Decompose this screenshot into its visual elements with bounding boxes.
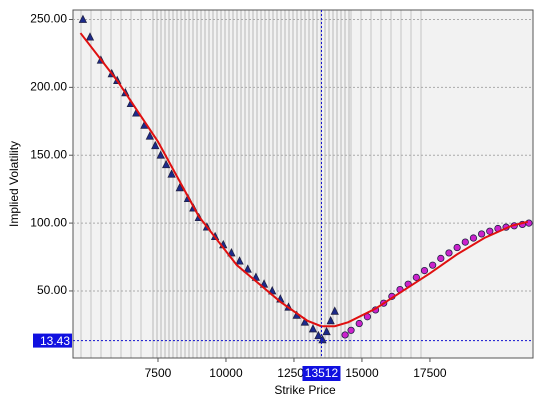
y-tick-label: 200.00 [30, 80, 67, 94]
y-axis-label: Implied Volatility [7, 141, 21, 227]
circle-point [461, 238, 469, 246]
triangle-point [326, 315, 335, 325]
triangle-point [243, 264, 252, 273]
circle-point [412, 273, 420, 281]
plot-border [72, 9, 534, 359]
circle-point [469, 234, 478, 242]
x-axis-label: Strike Price [274, 383, 336, 397]
triangle-point [175, 182, 184, 192]
fit-line [79, 32, 529, 328]
triangle-point [145, 131, 154, 140]
circle-point [341, 331, 349, 339]
circle-point [429, 261, 437, 269]
circle-point [478, 230, 486, 238]
triangle-point [318, 334, 327, 344]
circle-point [525, 219, 533, 227]
triangle-point [156, 150, 165, 159]
crosshair-y-label: 13.43 [40, 334, 70, 348]
triangle-point [314, 330, 323, 340]
circle-point [445, 249, 453, 257]
crosshair-x-box [302, 366, 341, 381]
strike-grid [350, 10, 430, 358]
triangle-point [167, 169, 176, 178]
triangle-point [330, 306, 339, 315]
triangle-point [322, 326, 331, 336]
circle-point [437, 254, 445, 262]
circle-point [355, 319, 363, 328]
triangle-point [227, 248, 236, 257]
x-tick-label: 15000 [345, 366, 379, 380]
triangle-point [161, 159, 171, 169]
circle-point [420, 266, 429, 275]
y-tick-label: 250.00 [30, 12, 67, 26]
crosshair-x-label: 13512 [305, 366, 339, 380]
y-tick-label: 100.00 [30, 215, 67, 229]
circle-point [486, 227, 494, 235]
circle-point [347, 326, 355, 334]
y-tick-label: 50.00 [37, 283, 67, 297]
triangle-point [235, 256, 244, 265]
triangle-point [300, 317, 309, 326]
circle-point [453, 243, 461, 252]
strike-grid [78, 10, 150, 358]
x-tick-label: 17500 [413, 366, 447, 380]
x-tick-label: 10000 [209, 366, 243, 380]
strike-grid [150, 10, 350, 358]
triangle-point [308, 324, 318, 333]
triangle-point [151, 140, 160, 150]
y-tick-label: 150.00 [30, 147, 67, 161]
triangle-point [85, 32, 95, 41]
triangle-point [78, 14, 88, 23]
x-tick-label: 7500 [145, 366, 172, 380]
crosshair-y-box [33, 333, 72, 348]
